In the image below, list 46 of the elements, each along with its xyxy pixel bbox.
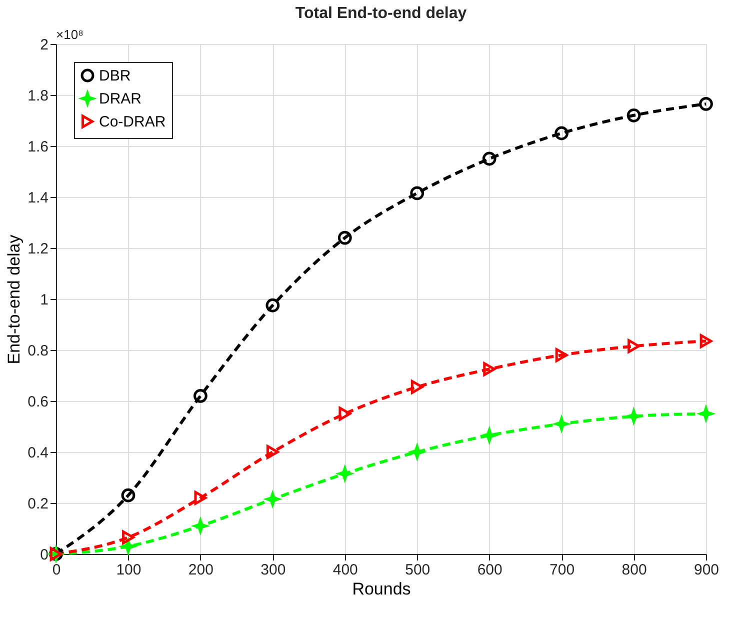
y-tick-label: 0 bbox=[40, 546, 48, 564]
y-tick-label: 2 bbox=[40, 36, 48, 54]
y-tick-label: 1 bbox=[40, 292, 48, 308]
point bbox=[122, 530, 134, 544]
chart-title: Total End-to-end delay bbox=[295, 5, 467, 22]
x-tick-label: 400 bbox=[332, 562, 358, 578]
y-tick-label: 1.8 bbox=[28, 88, 48, 104]
y-tick-label: 0.2 bbox=[28, 496, 48, 512]
y-tick-label: 0.8 bbox=[28, 342, 48, 360]
point bbox=[482, 152, 496, 166]
point bbox=[554, 126, 569, 140]
x-tick-label: 700 bbox=[550, 562, 575, 578]
point bbox=[555, 348, 568, 362]
x-tick-label: 300 bbox=[260, 562, 286, 578]
x-tick-label: 200 bbox=[188, 562, 214, 578]
y-tick-label: 1.6 bbox=[28, 138, 48, 156]
point bbox=[266, 445, 279, 459]
point bbox=[121, 488, 136, 502]
point bbox=[626, 108, 641, 122]
point bbox=[194, 490, 207, 505]
y-tick-label: 1.4 bbox=[28, 190, 48, 206]
point bbox=[266, 298, 280, 312]
y-tick-label: 0.6 bbox=[28, 394, 48, 410]
point bbox=[410, 380, 424, 394]
legend-label: DRAR bbox=[99, 90, 142, 108]
y-tick-label: 0.4 bbox=[28, 444, 48, 462]
point bbox=[483, 362, 496, 376]
y-axis-title: End-to-end delay bbox=[4, 234, 24, 364]
text: ×10⁸ bbox=[56, 27, 84, 42]
legend-label: Co-DRAR bbox=[99, 114, 166, 130]
point bbox=[410, 186, 424, 200]
legend-label: DBR bbox=[99, 68, 131, 84]
x-tick-label: 800 bbox=[622, 562, 647, 578]
point bbox=[700, 334, 712, 348]
point bbox=[628, 339, 640, 354]
point bbox=[338, 230, 352, 245]
x-tick-label: 0 bbox=[52, 562, 61, 578]
x-tick-label: 900 bbox=[694, 562, 720, 578]
point bbox=[699, 96, 713, 111]
x-axis-title: Rounds bbox=[352, 580, 411, 598]
x-tick-label: 100 bbox=[116, 562, 142, 578]
x-tick-label: 500 bbox=[405, 562, 430, 578]
y-tick-label: 1.2 bbox=[28, 240, 48, 258]
point bbox=[193, 388, 208, 403]
point bbox=[338, 406, 352, 421]
x-tick-label: 600 bbox=[477, 562, 502, 578]
